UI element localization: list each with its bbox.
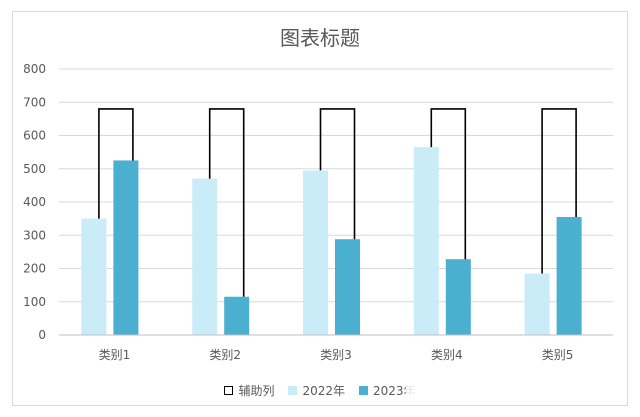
- x-tick-label: 类别1: [99, 348, 131, 362]
- bar-2023: [113, 160, 139, 335]
- bar-2023: [224, 296, 250, 335]
- y-tick-label: 500: [23, 162, 46, 176]
- bar-2022: [303, 170, 328, 335]
- x-tick-label: 类别4: [431, 348, 463, 362]
- legend-item-2022: 2022年: [288, 382, 345, 399]
- y-tick-label: 600: [23, 129, 46, 143]
- legend-item-helper: 辅助列: [224, 382, 274, 399]
- chart-frame: 图表标题 0 100 200 300 400 500 600 700 800 类别1 类别2 类别3 类…: [12, 11, 628, 406]
- legend-swatch-helper: [224, 386, 234, 395]
- legend-swatch-2023: [359, 386, 368, 395]
- x-tick-label: 类别2: [209, 348, 241, 362]
- helper-bracket: [208, 108, 245, 297]
- bar-2023: [445, 259, 471, 335]
- bar-2022: [524, 273, 550, 335]
- legend-item-2023: 2023年: [359, 382, 416, 399]
- chart-legend: 辅助列 2022年 2023年: [13, 382, 627, 399]
- bar-2022: [81, 218, 107, 335]
- legend-label-2022: 2022年: [302, 384, 345, 398]
- helper-bracket: [541, 108, 577, 274]
- bar-2022: [192, 178, 218, 335]
- helper-bracket: [430, 108, 467, 260]
- y-tick-label: 300: [23, 228, 46, 242]
- watermark-overlay: [406, 365, 616, 405]
- helper-bracket: [98, 108, 134, 219]
- x-tick-label: 类别3: [320, 348, 352, 362]
- bar-2023: [335, 239, 360, 335]
- y-tick-label: 200: [23, 262, 46, 276]
- y-tick-label: 700: [23, 95, 46, 109]
- y-tick-label: 400: [23, 195, 46, 209]
- legend-label-helper: 辅助列: [238, 384, 275, 398]
- bar-2023: [556, 216, 582, 335]
- y-tick-label: 0: [38, 328, 46, 342]
- x-tick-label: 类别5: [542, 348, 574, 362]
- chart-title: 图表标题: [280, 26, 360, 50]
- bar-2022: [413, 147, 439, 335]
- y-tick-label: 100: [23, 295, 46, 309]
- y-tick-label: 800: [23, 62, 46, 76]
- chart-plot: 0 100 200 300 400 500 600 700 800 类别1 类别2 类别3 类别4 类别5: [23, 62, 613, 362]
- helper-bracket: [319, 108, 356, 240]
- legend-swatch-2022: [288, 386, 298, 395]
- legend-label-2023: 2023年: [373, 384, 416, 398]
